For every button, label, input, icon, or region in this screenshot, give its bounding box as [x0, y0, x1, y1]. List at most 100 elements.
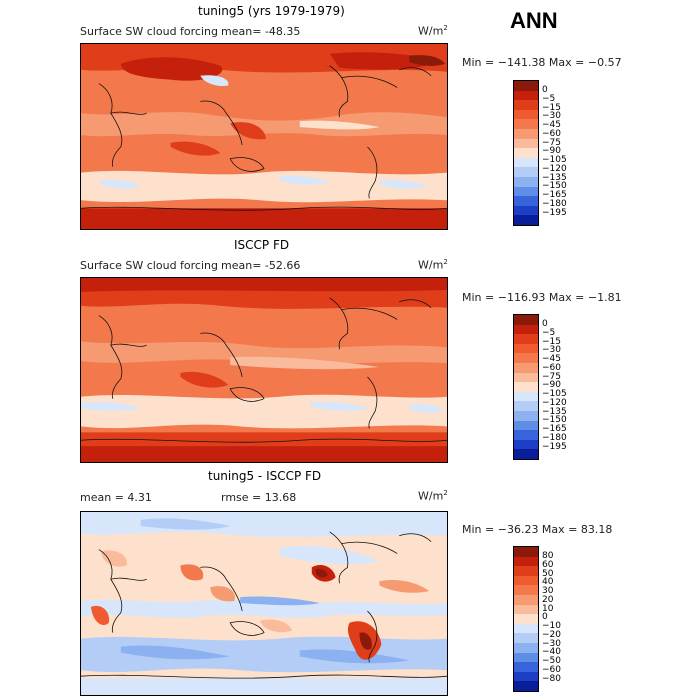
colorbar-swatch	[514, 439, 538, 450]
colorbar-tick-label: 40	[542, 577, 554, 588]
colorbar-swatch	[514, 633, 538, 643]
panel1-mean: mean= -48.35	[221, 25, 301, 38]
colorbar-swatch	[514, 196, 538, 206]
colorbar-swatch	[514, 353, 538, 363]
panel2-units: W/m2	[418, 258, 448, 272]
colorbar-tick-label: −60	[542, 362, 561, 373]
colorbar-tick-label: −75	[542, 137, 561, 148]
colorbar-tick-label: −40	[542, 647, 561, 658]
colorbar-swatch	[514, 604, 538, 615]
colorbar-tick-label: −15	[542, 102, 561, 113]
colorbar-tick-label: −150	[542, 181, 567, 192]
colorbar-swatch	[514, 575, 538, 586]
panel3-rmse: rmse = 13.68	[221, 491, 297, 504]
colorbar-tick-label: −105	[542, 389, 567, 400]
colorbar-swatch	[514, 148, 538, 158]
colorbar-tick-label: −180	[542, 432, 567, 443]
panel1-colorbar-labels: 0 −5 −15 −30 −45 −60 −75 −90 −105 −120 −135 −150 −16…	[542, 86, 567, 217]
colorbar-tick-label: −90	[542, 146, 561, 157]
colorbar-tick-label: −5	[542, 327, 556, 338]
panel3-mean: mean = 4.31	[80, 491, 152, 504]
colorbar-tick-label: −150	[542, 415, 567, 426]
colorbar-swatch	[514, 652, 538, 663]
colorbar-tick-label: −30	[542, 111, 561, 122]
panel2-map-field	[81, 278, 447, 462]
panel3-title: tuning5 - ISCCP FD	[208, 469, 322, 483]
colorbar-swatch	[514, 215, 538, 225]
colorbar-swatch	[514, 324, 538, 335]
colorbar-swatch	[514, 315, 538, 325]
panel3-minmax: Min = −36.23 Max = 83.18	[462, 523, 613, 536]
colorbar-tick-label: −180	[542, 198, 567, 209]
colorbar-tick-label: 0	[542, 319, 548, 329]
colorbar-swatch	[514, 334, 538, 344]
panel2-map	[80, 277, 448, 463]
colorbar-swatch	[514, 382, 538, 392]
colorbar-tick-label: −135	[542, 172, 567, 183]
colorbar-swatch	[514, 430, 538, 440]
colorbar-tick-label: −195	[542, 207, 567, 218]
colorbar-tick-label: −165	[542, 424, 567, 435]
panel1-units: W/m2	[418, 24, 448, 38]
colorbar-swatch	[514, 547, 538, 557]
panel3-map-field	[81, 512, 447, 695]
panel3-colorbar-labels: 80 60 50 40 30 20 10 0 −10 −20 −30 −40 −50 −60 −80	[542, 552, 561, 683]
colorbar-swatch	[514, 100, 538, 110]
colorbar-swatch	[514, 662, 538, 672]
colorbar-swatch	[514, 623, 538, 634]
colorbar-swatch	[514, 128, 538, 139]
colorbar-tick-label: −45	[542, 120, 561, 131]
colorbar-tick-label: −30	[542, 638, 561, 649]
panel2-title: ISCCP FD	[234, 238, 290, 252]
colorbar-swatch	[514, 90, 538, 101]
colorbar-tick-label: 50	[542, 568, 554, 579]
colorbar-tick-label: −195	[542, 441, 567, 452]
panel1-colorbar	[513, 80, 539, 226]
colorbar-tick-label: −30	[542, 345, 561, 356]
colorbar-swatch	[514, 420, 538, 431]
panel1-minmax: Min = −141.38 Max = −0.57	[462, 56, 622, 69]
colorbar-tick-label: 60	[542, 559, 554, 570]
colorbar-tick-label: −60	[542, 128, 561, 139]
colorbar-tick-label: −165	[542, 190, 567, 201]
colorbar-swatch	[514, 372, 538, 383]
colorbar-tick-label: −135	[542, 406, 567, 417]
colorbar-swatch	[514, 556, 538, 567]
colorbar-tick-label: −60	[542, 664, 561, 675]
panel2-colorbar-labels: 0 −5 −15 −30 −45 −60 −75 −90 −105 −120 −135 −150 −16…	[542, 320, 567, 451]
panel2-mean: mean= -52.66	[221, 259, 301, 272]
panel3-map	[80, 511, 448, 696]
colorbar-swatch	[514, 119, 538, 129]
colorbar-swatch	[514, 671, 538, 682]
colorbar-swatch	[514, 205, 538, 216]
panel1-title: tuning5 (yrs 1979-1979)	[198, 4, 345, 18]
panel3-units: W/m2	[418, 489, 448, 503]
panel3-colorbar	[513, 546, 539, 692]
panel2-colorbar	[513, 314, 539, 460]
colorbar-swatch	[514, 138, 538, 149]
colorbar-swatch	[514, 362, 538, 373]
panel1-map	[80, 43, 448, 230]
panel1-map-field	[81, 44, 447, 229]
colorbar-tick-label: −50	[542, 656, 561, 667]
colorbar-tick-label: −10	[542, 621, 561, 632]
colorbar-swatch	[514, 176, 538, 187]
colorbar-swatch	[514, 81, 538, 91]
colorbar-tick-label: −20	[542, 629, 561, 640]
colorbar-tick-label: 30	[542, 586, 554, 597]
colorbar-swatch	[514, 186, 538, 197]
colorbar-tick-label: −105	[542, 155, 567, 166]
colorbar-swatch	[514, 157, 538, 168]
panel1-variable: Surface SW cloud forcing	[80, 25, 218, 38]
colorbar-swatch	[514, 594, 538, 605]
season-label: ANN	[510, 8, 558, 33]
colorbar-swatch	[514, 614, 538, 624]
colorbar-tick-label: −45	[542, 354, 561, 365]
colorbar-tick-label: −120	[542, 163, 567, 174]
colorbar-tick-label: −90	[542, 380, 561, 391]
colorbar-tick-label: −15	[542, 336, 561, 347]
colorbar-swatch	[514, 109, 538, 120]
colorbar-tick-label: −75	[542, 371, 561, 382]
colorbar-swatch	[514, 566, 538, 576]
colorbar-tick-label: 20	[542, 594, 554, 605]
